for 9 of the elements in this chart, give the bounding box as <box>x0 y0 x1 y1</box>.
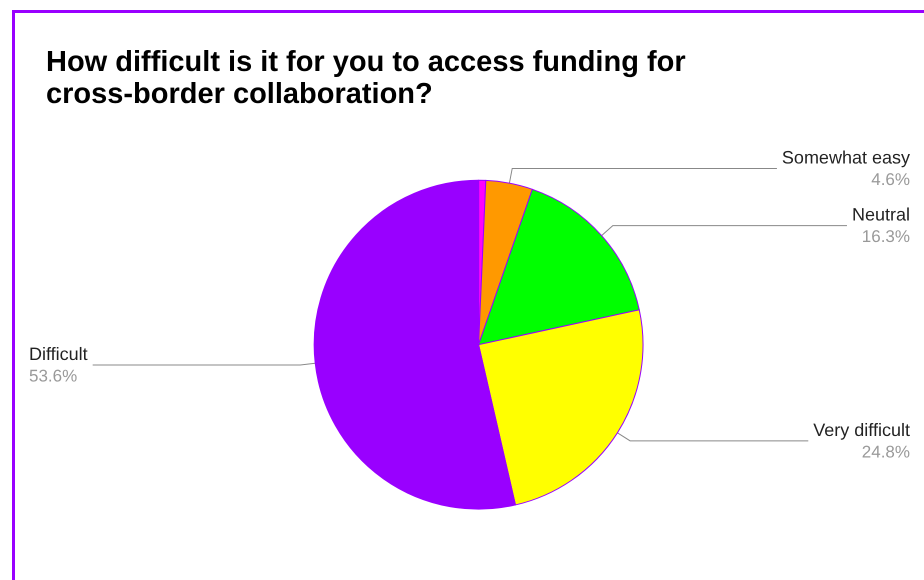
data-label: 16.3% <box>862 227 910 246</box>
data-label: 24.8% <box>862 442 910 462</box>
slice-label: Difficult <box>29 344 88 364</box>
slice-label: Very difficult <box>813 420 910 440</box>
data-label: 53.6% <box>29 366 78 386</box>
slice-label: Somewhat easy <box>782 147 910 168</box>
chart-title: How difficult is it for you to access funding for cross-border collaboration? <box>46 46 694 110</box>
data-label: 4.6% <box>871 170 910 189</box>
slice-label: Neutral <box>852 204 910 225</box>
